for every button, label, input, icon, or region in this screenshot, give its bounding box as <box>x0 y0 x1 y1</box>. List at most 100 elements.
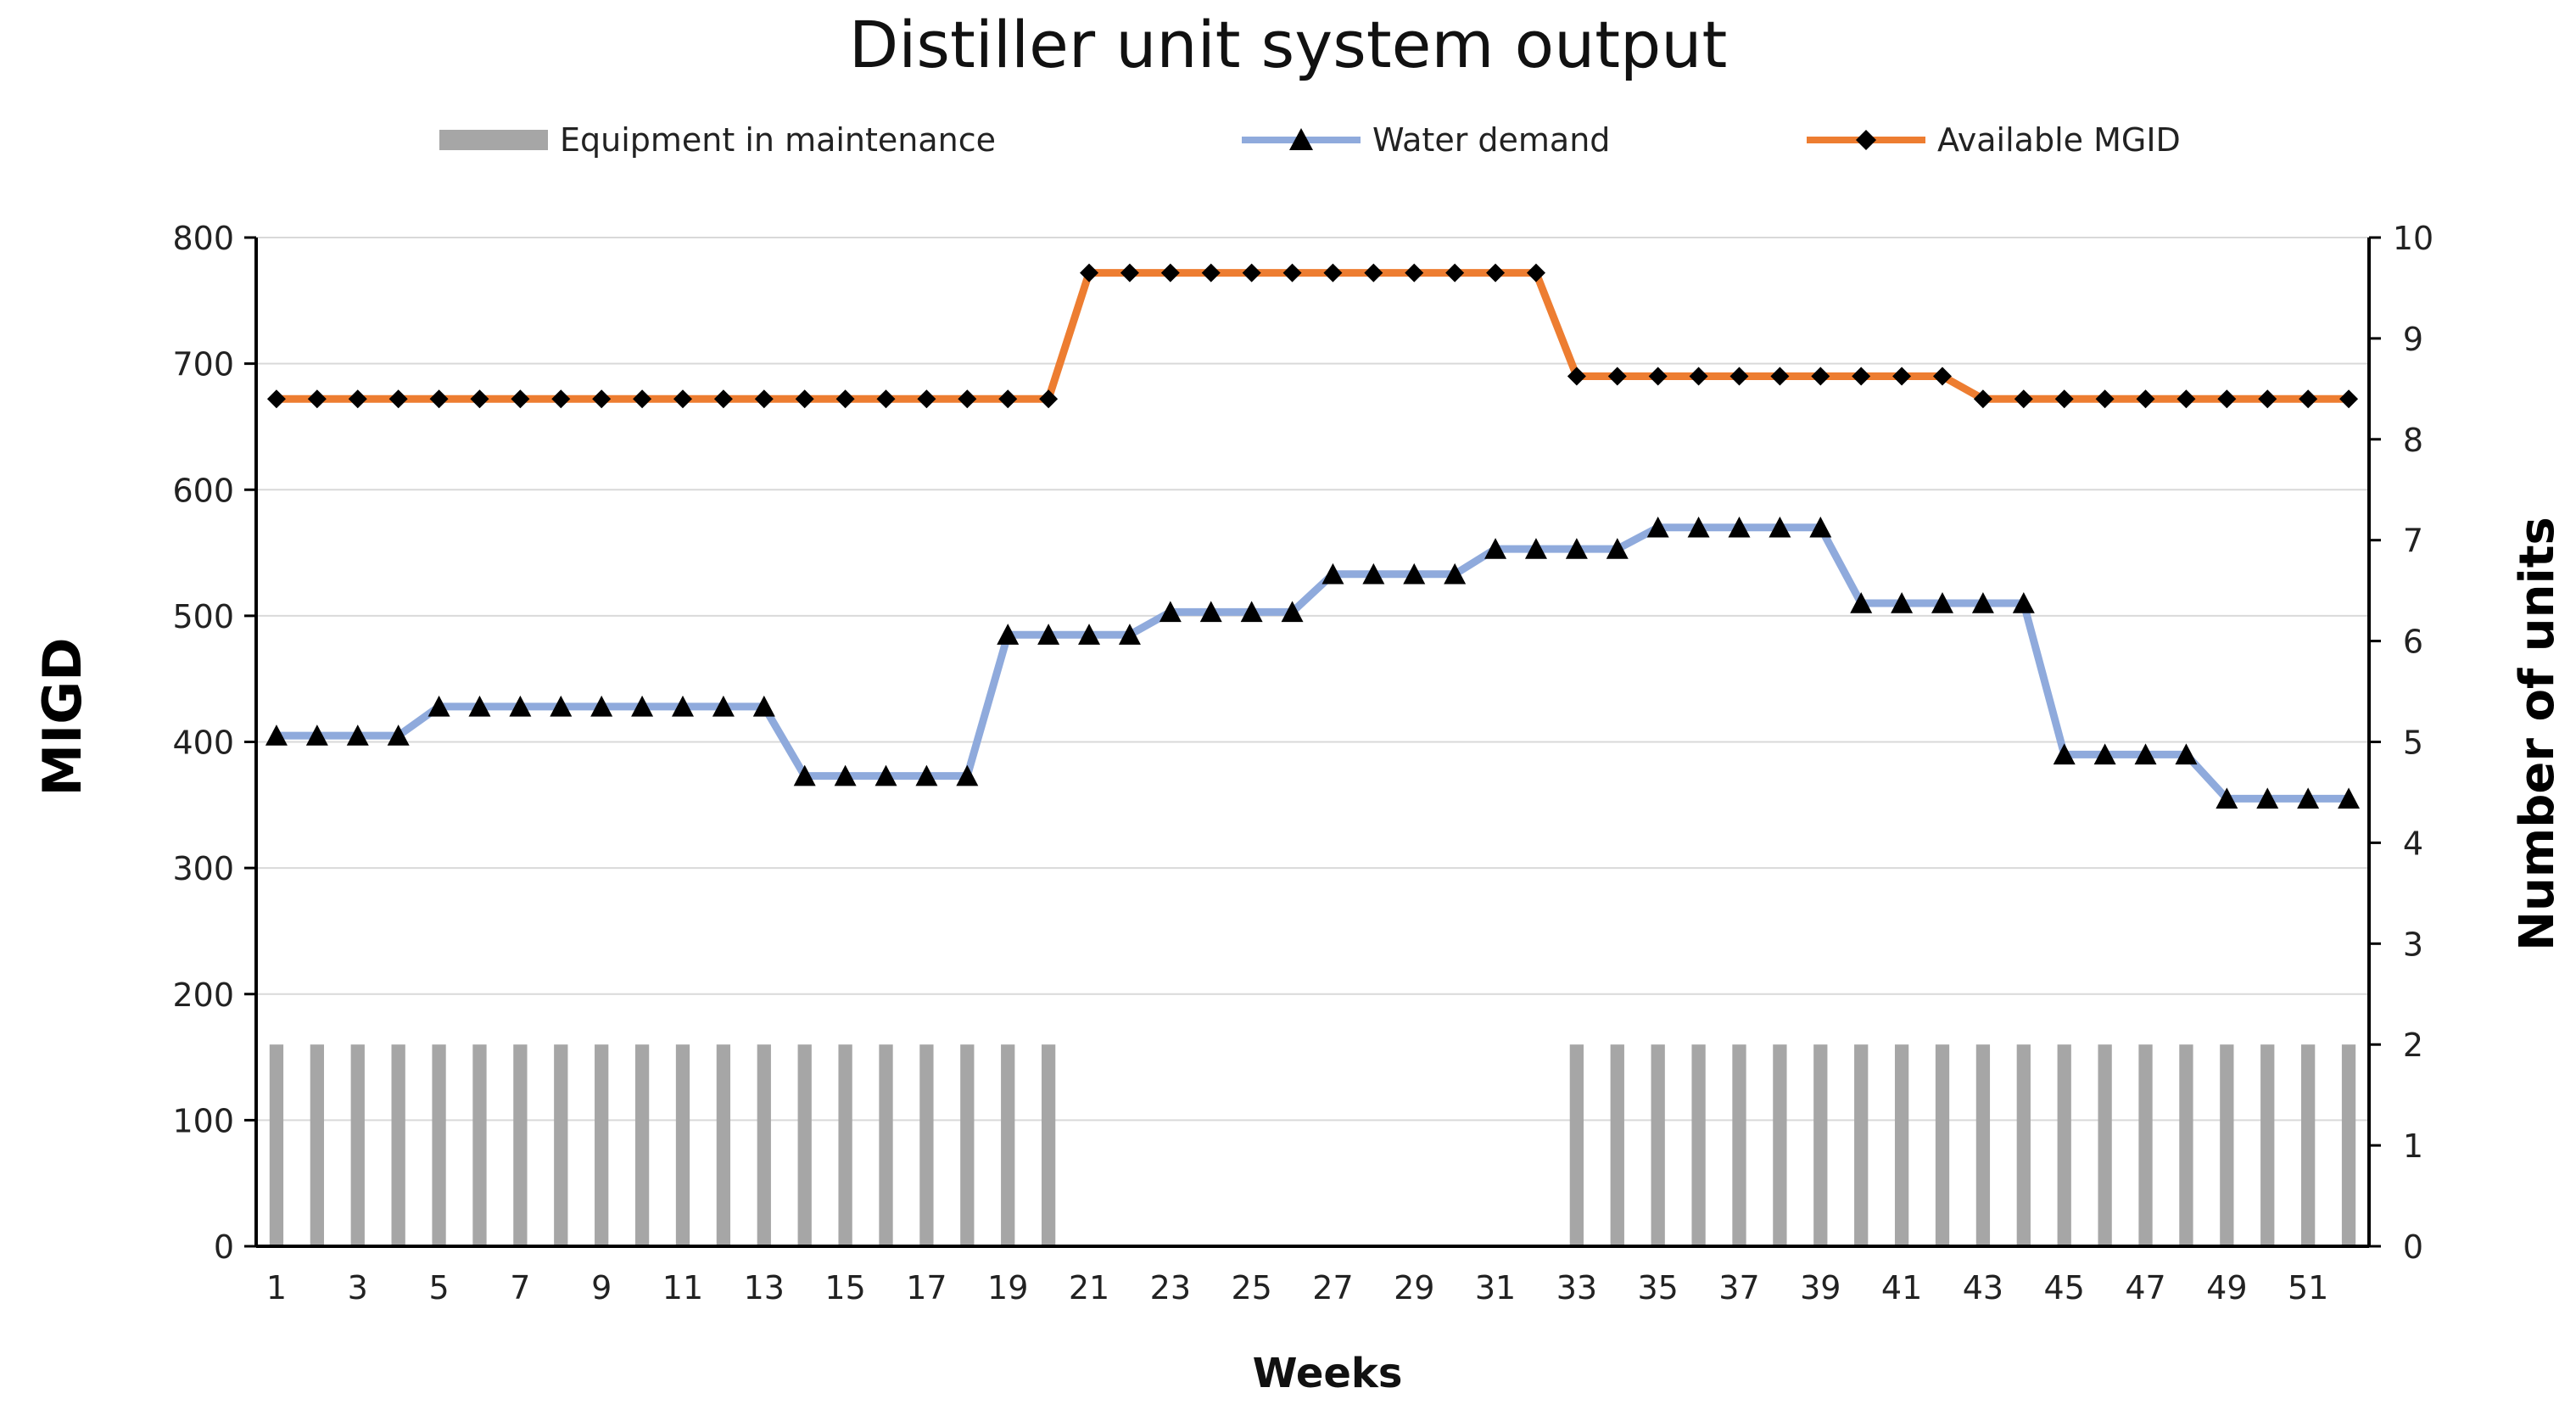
available-mgid-point <box>1445 263 1465 283</box>
maintenance-bar <box>1854 1044 1869 1246</box>
water-demand-point <box>997 624 1020 645</box>
available-mgid-point <box>1811 366 1830 386</box>
x-tick-label: 19 <box>987 1269 1028 1306</box>
x-tick-label: 37 <box>1718 1269 1759 1306</box>
y-tick-label-right: 2 <box>2403 1027 2423 1064</box>
water-demand-point <box>1606 538 1629 559</box>
water-demand-point <box>1484 538 1507 559</box>
available-mgid-point <box>2299 389 2318 409</box>
maintenance-bar <box>838 1044 852 1246</box>
water-demand-point <box>265 725 288 746</box>
water-demand-point <box>2297 787 2320 809</box>
available-mgid-point <box>1486 263 1506 283</box>
y-tick-label-left: 0 <box>214 1228 234 1266</box>
y-tick-label-left: 500 <box>172 598 234 635</box>
water-demand-point <box>834 764 857 786</box>
legend-swatch-water-demand <box>1242 128 1361 150</box>
available-mgid-point <box>1120 263 1139 283</box>
x-tick-label: 33 <box>1556 1269 1597 1306</box>
x-tick-label: 45 <box>2044 1269 2085 1306</box>
water-demand-point <box>550 695 573 717</box>
maintenance-bar <box>2220 1044 2234 1246</box>
x-tick-label: 17 <box>906 1269 947 1306</box>
water-demand-point <box>1687 516 1710 538</box>
x-tick-label: 13 <box>744 1269 785 1306</box>
maintenance-bar <box>2179 1044 2193 1246</box>
x-tick-label: 35 <box>1638 1269 1679 1306</box>
available-mgid-point <box>1852 366 1871 386</box>
available-mgid-point <box>673 389 692 409</box>
available-mgid-point <box>1201 263 1221 283</box>
available-mgid-point <box>713 389 733 409</box>
axes <box>244 236 2381 1248</box>
y-tick-label-right: 10 <box>2393 220 2434 257</box>
available-mgid-point <box>2054 389 2074 409</box>
water-demand-point <box>1403 562 1426 585</box>
y-tick-label-right: 0 <box>2403 1228 2423 1266</box>
available-mgid-point <box>511 389 530 409</box>
y-tick-label-right: 8 <box>2403 422 2423 459</box>
available-mgid-point <box>2217 389 2237 409</box>
y-axis-label-right: Number of units <box>2510 517 2565 951</box>
water-demand-point <box>1078 624 1101 645</box>
water-demand-point <box>1769 516 1791 538</box>
water-demand-point <box>2216 787 2238 809</box>
water-demand-point <box>1118 624 1141 645</box>
water-demand-point <box>671 695 694 717</box>
maintenance-bar <box>1610 1044 1624 1246</box>
x-tick-label: 41 <box>1881 1269 1922 1306</box>
legend-label-available-mgid: Available MGID <box>1937 121 2181 159</box>
y-tick-label-left: 400 <box>172 725 234 762</box>
x-tick-label: 39 <box>1800 1269 1841 1306</box>
available-mgid-point <box>1242 263 1261 283</box>
water-demand-point <box>1159 601 1182 623</box>
x-tick-label: 49 <box>2206 1269 2247 1306</box>
water-demand-point <box>2175 743 2198 765</box>
available-mgid-point <box>2339 389 2359 409</box>
available-mgid-point <box>2014 389 2033 409</box>
available-mgid-point <box>1933 366 1953 386</box>
maintenance-bar <box>675 1044 690 1246</box>
water-demand-point <box>1891 592 1914 613</box>
maintenance-bar <box>2016 1044 2031 1246</box>
maintenance-bar <box>1569 1044 1584 1246</box>
available-mgid-point <box>1282 263 1302 283</box>
legend-label-water-demand: Water demand <box>1372 121 1611 159</box>
legend-swatch-maintenance <box>439 130 548 150</box>
maintenance-bar <box>472 1044 487 1246</box>
water-demand-point <box>2093 743 2116 765</box>
water-demand-point <box>1565 538 1588 559</box>
maintenance-bar <box>1773 1044 1787 1246</box>
available-mgid-point <box>2176 389 2196 409</box>
y-tick-label-left: 700 <box>172 346 234 383</box>
water-demand-point <box>1281 601 1304 623</box>
maintenance-bar <box>757 1044 771 1246</box>
water-demand-point <box>793 764 816 786</box>
y-tick-label-right: 9 <box>2403 321 2423 358</box>
available-mgid-point <box>2258 389 2277 409</box>
available-mgid-point <box>1648 366 1668 386</box>
x-tick-label: 23 <box>1150 1269 1191 1306</box>
water-demand-point <box>752 695 775 717</box>
available-mgid-point <box>958 389 977 409</box>
legend-item-water-demand: Water demand <box>1242 115 1610 165</box>
available-mgid-point <box>835 389 855 409</box>
water-demand-point <box>1646 516 1669 538</box>
available-mgid-point <box>1729 366 1749 386</box>
series-lines <box>277 269 2349 803</box>
water-demand-point <box>712 695 735 717</box>
available-mgid-point <box>429 389 449 409</box>
chart-title: Distiller unit system output <box>848 7 1728 82</box>
maintenance-bar <box>595 1044 609 1246</box>
maintenance-bar <box>797 1044 812 1246</box>
legend-item-available-mgid: Available MGID <box>1807 115 2181 165</box>
available-mgid-point <box>551 389 571 409</box>
maintenance-bar <box>432 1044 446 1246</box>
maintenance-bar <box>1691 1044 1706 1246</box>
available-mgid-point <box>388 389 408 409</box>
x-tick-label: 1 <box>266 1269 287 1306</box>
x-tick-label: 11 <box>662 1269 703 1306</box>
maintenance-bar <box>2341 1044 2356 1246</box>
water-demand-point <box>1931 592 1954 613</box>
